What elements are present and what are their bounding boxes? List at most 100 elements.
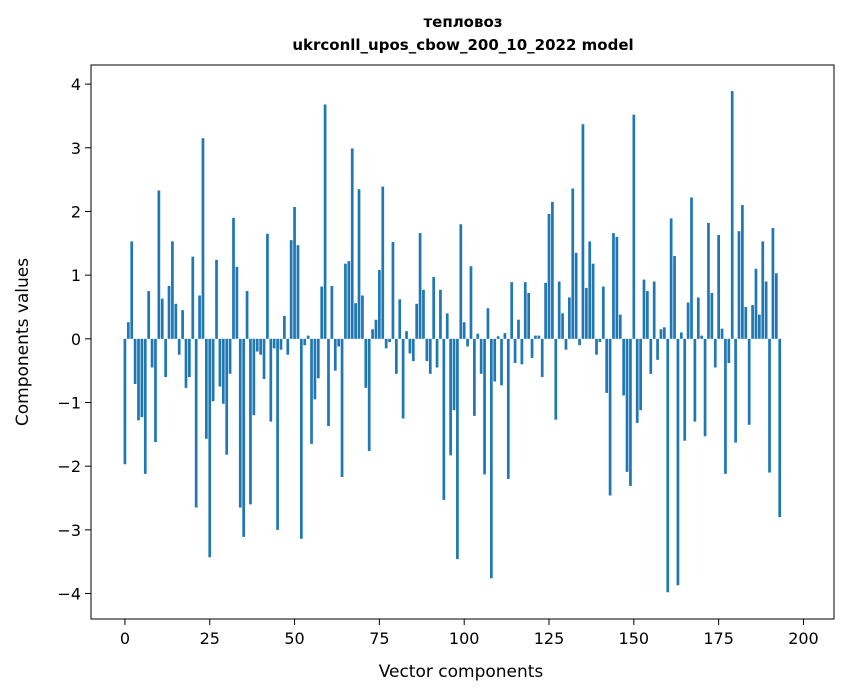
bar [225,338,229,455]
bar [221,338,225,404]
bar [547,214,551,339]
bar [425,338,429,362]
bar [710,292,714,339]
bar [632,114,636,339]
bar [289,240,293,339]
bar [666,338,670,593]
bar [601,286,605,339]
bar [605,338,609,393]
bar [554,338,558,420]
bar [663,327,666,339]
bar [330,285,334,339]
bar [683,338,687,441]
bar [405,331,408,339]
bar [758,314,761,339]
bar [727,338,731,364]
bar [537,335,541,339]
bar [768,338,771,473]
bar [232,217,235,339]
bar [676,338,680,586]
bar [157,190,161,339]
bar [140,338,144,418]
bar [218,338,222,387]
x-tick-label: 200 [788,629,819,648]
bar [673,256,676,339]
bar [608,338,612,496]
bar [171,241,174,339]
bar [700,335,704,339]
bar [401,338,405,419]
y-tick-label: −1 [57,393,81,412]
bar [439,289,442,339]
y-tick-label: 1 [71,266,81,285]
bar [150,338,154,368]
bar [493,338,497,382]
bar [764,281,768,339]
bar [615,236,619,339]
bar [208,338,212,558]
x-tick-label: 125 [534,629,565,648]
bar [523,282,527,339]
bar [283,315,286,339]
bar [476,333,480,339]
bar [737,231,741,339]
bar [198,295,201,339]
bar [744,306,748,339]
bar [707,222,710,339]
bars-group [123,91,782,593]
bar [774,273,778,339]
y-tick-label: 4 [71,75,81,94]
bar [191,256,195,339]
y-tick-label: −3 [57,521,81,540]
bar [204,338,208,439]
bar [500,338,503,386]
bar [242,338,246,537]
bar [133,338,137,385]
x-tick-label: 150 [619,629,650,648]
x-tick-label: 25 [200,629,220,648]
bar [639,338,642,411]
bar [194,338,198,508]
bar [527,292,531,339]
bar [503,333,507,339]
bar [303,338,307,346]
chart-subtitle: ukrconll_upos_cbow_200_10_2022 model [292,36,633,54]
bar [778,338,782,518]
bar [316,338,320,379]
bar [730,91,734,339]
bar [588,241,592,339]
bar [486,308,490,339]
bar [483,338,486,475]
bar [734,338,737,443]
bar [388,338,391,342]
bar [452,338,456,411]
bar [184,338,188,388]
bar [696,297,700,339]
bar [164,338,167,378]
bar [361,295,364,339]
bar [299,338,303,539]
bar [598,338,602,342]
y-axis-label: Components values [13,258,33,426]
bar [652,281,656,339]
bar [751,305,754,339]
bar [646,291,649,339]
bar [211,338,215,402]
bar [296,245,300,339]
bar [415,303,419,339]
bar [126,322,130,339]
bar [724,338,727,474]
bar [337,338,341,347]
bar [137,338,140,421]
bar [215,259,218,339]
bar [635,338,639,423]
bar [669,218,673,339]
bar [629,338,632,486]
bar [272,338,276,349]
bar [344,263,347,339]
x-axis: 0 25 50 75 100 125 150 175 200 [120,619,819,648]
bar [449,338,452,456]
bar [327,338,330,427]
bar [350,148,354,339]
bar [540,338,544,378]
